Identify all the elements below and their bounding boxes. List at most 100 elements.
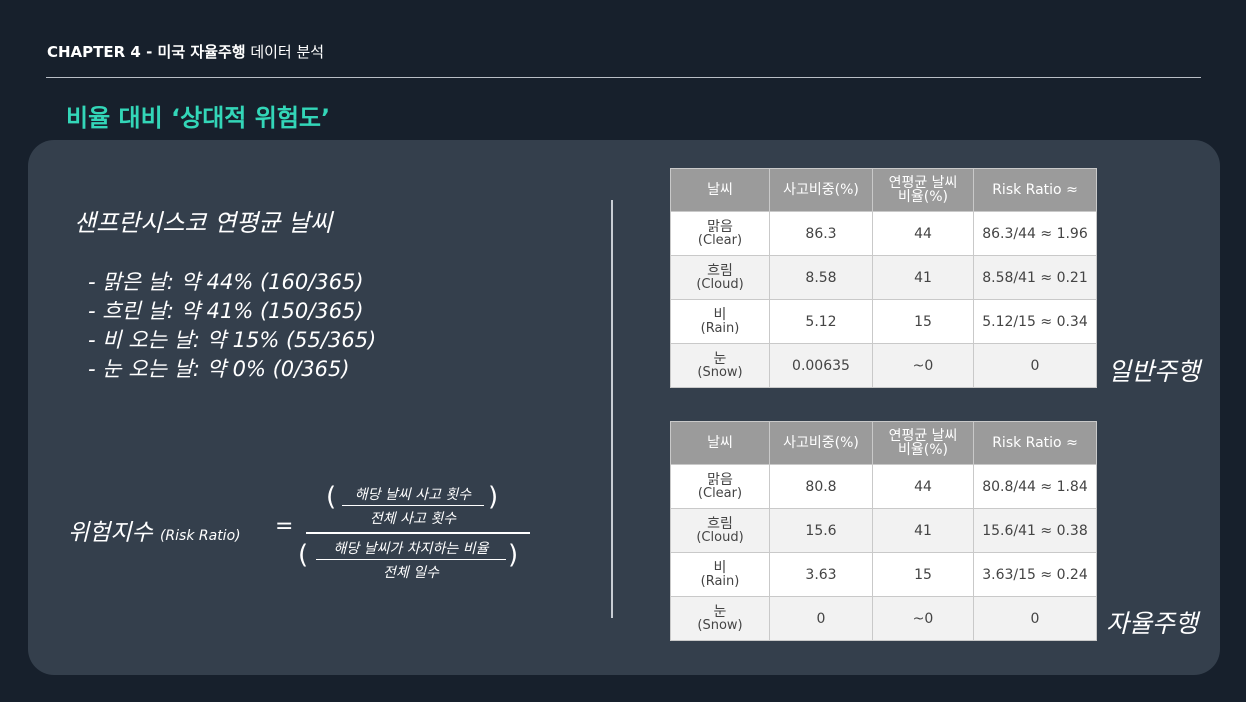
- numerator-left-paren: (: [326, 482, 337, 512]
- weather-ratio-cell: 15: [872, 299, 974, 344]
- accident-share-cell: 8.58: [769, 255, 873, 300]
- accident-share-cell: 3.63: [769, 552, 873, 597]
- weather-cell: 비 (Rain): [670, 552, 770, 597]
- formula-lhs: 위험지수 (Risk Ratio): [68, 513, 241, 547]
- accident-share-cell: 0: [769, 596, 873, 641]
- weather-english: (Clear): [697, 232, 743, 248]
- risk-ratio-cell: 80.8/44 ≈ 1.84: [973, 464, 1097, 509]
- denominator-bottom: 전체 일수: [383, 565, 439, 581]
- weather-name: 비: [713, 559, 727, 576]
- denominator-left-paren: (: [298, 540, 309, 570]
- weather-english: (Rain): [700, 320, 740, 336]
- weather-name: 눈: [713, 603, 727, 620]
- slide-title: 비율 대비 ‘상대적 위험도’: [66, 104, 331, 132]
- numerator-fraction: 해당 날씨 사고 횟수 전체 사고 횟수: [342, 484, 484, 528]
- stat-rain: - 비 오는 날: 약 15% (55/365): [88, 328, 377, 352]
- header-risk-ratio: Risk Ratio ≈: [973, 168, 1097, 212]
- table-row: 맑음 (Clear) 86.3 44 86.3/44 ≈ 1.96: [670, 211, 1097, 256]
- denominator-bar: [316, 559, 506, 560]
- weather-english: (Cloud): [696, 529, 744, 545]
- formula-equals: =: [275, 514, 294, 539]
- general-driving-label: 일반주행: [1108, 357, 1201, 386]
- numerator-top: 해당 날씨 사고 횟수: [354, 487, 472, 503]
- header-weather: 날씨: [670, 168, 770, 212]
- accident-share-cell: 0.00635: [769, 343, 873, 388]
- weather-ratio-cell: 41: [872, 508, 974, 553]
- risk-ratio-cell: 0: [973, 596, 1097, 641]
- numerator-bar: [342, 505, 484, 506]
- table-header-row: 날씨 사고비중(%) 연평균 날씨 비율(%) Risk Ratio ≈: [670, 421, 1097, 465]
- weather-name: 비: [713, 306, 727, 323]
- weather-cell: 눈 (Snow): [670, 596, 770, 641]
- risk-ratio-cell: 0: [973, 343, 1097, 388]
- weather-english: (Snow): [697, 364, 743, 380]
- weather-ratio-cell: ~0: [872, 343, 974, 388]
- weather-ratio-cell: ~0: [872, 596, 974, 641]
- weather-english: (Cloud): [696, 276, 744, 292]
- weather-name: 흐림: [707, 515, 733, 532]
- table-row: 맑음 (Clear) 80.8 44 80.8/44 ≈ 1.84: [670, 464, 1097, 509]
- risk-ratio-formula: 위험지수 (Risk Ratio) = ( 해당 날씨 사고 횟수 전체 사고 …: [68, 482, 548, 582]
- weather-name: 눈: [713, 350, 727, 367]
- numerator-right-paren: ): [488, 482, 499, 512]
- formula-lhs-main: 위험지수: [68, 520, 153, 546]
- denominator-top: 해당 날씨가 차지하는 비율: [333, 541, 489, 557]
- header-weather-ratio: 연평균 날씨 비율(%): [872, 168, 974, 212]
- risk-ratio-cell: 15.6/41 ≈ 0.38: [973, 508, 1097, 553]
- header-weather-ratio: 연평균 날씨 비율(%): [872, 421, 974, 465]
- weather-ratio-cell: 44: [872, 464, 974, 509]
- weather-name: 맑음: [707, 471, 733, 488]
- weather-cell: 맑음 (Clear): [670, 464, 770, 509]
- risk-ratio-cell: 86.3/44 ≈ 1.96: [973, 211, 1097, 256]
- weather-english: (Rain): [700, 573, 740, 589]
- table-row: 비 (Rain) 3.63 15 3.63/15 ≈ 0.24: [670, 552, 1097, 597]
- weather-stats-list: - 맑은 날: 약 44% (160/365) - 흐린 날: 약 41% (1…: [88, 268, 376, 384]
- header-accident-share: 사고비중(%): [769, 168, 873, 212]
- formula-main-bar: [306, 532, 530, 534]
- weather-name: 맑음: [707, 218, 733, 235]
- weather-cell: 흐림 (Cloud): [670, 508, 770, 553]
- table-row: 눈 (Snow) 0 ~0 0: [670, 596, 1097, 641]
- accident-share-cell: 80.8: [769, 464, 873, 509]
- risk-ratio-cell: 3.63/15 ≈ 0.24: [973, 552, 1097, 597]
- header-risk-ratio: Risk Ratio ≈: [973, 421, 1097, 465]
- chapter-bold: CHAPTER 4 - 미국 자율주행: [47, 43, 246, 61]
- table-header-row: 날씨 사고비중(%) 연평균 날씨 비율(%) Risk Ratio ≈: [670, 168, 1097, 212]
- numerator-bottom: 전체 사고 횟수: [369, 511, 457, 527]
- table-row: 비 (Rain) 5.12 15 5.12/15 ≈ 0.34: [670, 299, 1097, 344]
- formula-lhs-sub: (Risk Ratio): [159, 528, 241, 544]
- sf-weather-heading: 샌프란시스코 연평균 날씨: [74, 209, 333, 237]
- denominator-right-paren: ): [508, 540, 519, 570]
- autonomous-driving-label: 자율주행: [1106, 609, 1199, 638]
- accident-share-cell: 5.12: [769, 299, 873, 344]
- weather-name: 흐림: [707, 262, 733, 279]
- stat-cloud: - 흐린 날: 약 41% (150/365): [88, 299, 364, 323]
- general-driving-table: 날씨 사고비중(%) 연평균 날씨 비율(%) Risk Ratio ≈ 맑음(…: [670, 168, 1097, 388]
- weather-ratio-cell: 44: [872, 211, 974, 256]
- header-accident-share: 사고비중(%): [769, 421, 873, 465]
- weather-cell: 흐림 (Cloud): [670, 255, 770, 300]
- table-row: 흐림 (Cloud) 15.6 41 15.6/41 ≈ 0.38: [670, 508, 1097, 553]
- vertical-divider: [611, 200, 613, 618]
- weather-ratio-cell: 41: [872, 255, 974, 300]
- denominator-fraction: 해당 날씨가 차지하는 비율 전체 일수: [316, 538, 506, 582]
- autonomous-driving-table: 날씨 사고비중(%) 연평균 날씨 비율(%) Risk Ratio ≈ 맑음(…: [670, 421, 1097, 641]
- risk-ratio-cell: 5.12/15 ≈ 0.34: [973, 299, 1097, 344]
- chapter-rest: 데이터 분석: [245, 43, 325, 61]
- weather-ratio-cell: 15: [872, 552, 974, 597]
- weather-cell: 눈 (Snow): [670, 343, 770, 388]
- accident-share-cell: 86.3: [769, 211, 873, 256]
- table-row: 눈 (Snow) 0.00635 ~0 0: [670, 343, 1097, 388]
- stat-clear: - 맑은 날: 약 44% (160/365): [88, 270, 364, 294]
- header-weather: 날씨: [670, 421, 770, 465]
- weather-cell: 비 (Rain): [670, 299, 770, 344]
- weather-english: (Snow): [697, 617, 743, 633]
- stat-snow: - 눈 오는 날: 약 0% (0/365): [88, 357, 350, 381]
- table-row: 흐림 (Cloud) 8.58 41 8.58/41 ≈ 0.21: [670, 255, 1097, 300]
- risk-ratio-cell: 8.58/41 ≈ 0.21: [973, 255, 1097, 300]
- weather-cell: 맑음 (Clear): [670, 211, 770, 256]
- accident-share-cell: 15.6: [769, 508, 873, 553]
- chapter-heading: CHAPTER 4 - 미국 자율주행 데이터 분석: [47, 41, 324, 62]
- header-divider: [46, 77, 1201, 78]
- weather-english: (Clear): [697, 485, 743, 501]
